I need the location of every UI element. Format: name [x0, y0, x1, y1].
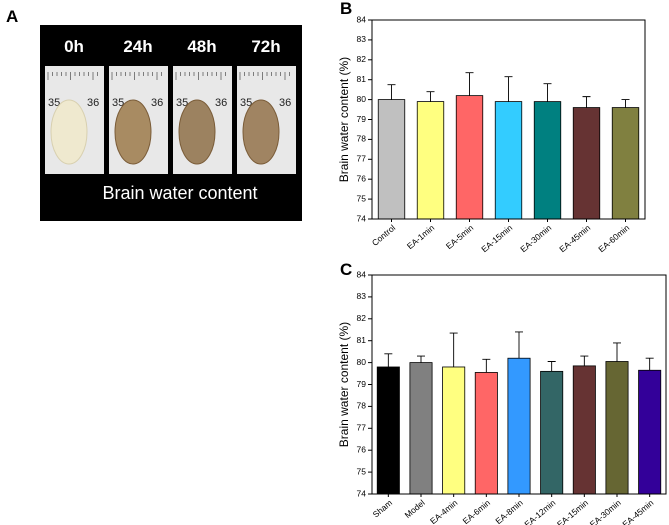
error-bar	[547, 361, 556, 372]
error-bar	[613, 342, 621, 362]
y-tick-label: 75	[357, 466, 367, 476]
brain-sample	[50, 99, 88, 165]
y-tick-label: 77	[357, 423, 367, 433]
y-tick-label: 78	[357, 134, 367, 144]
brain-sample	[242, 99, 280, 165]
x-tick-label: Model	[403, 498, 427, 521]
x-tick-label: EA-30min	[518, 222, 553, 254]
error-bar	[543, 83, 552, 102]
x-tick-label: EA-45min	[557, 222, 592, 254]
ruler-label: 36	[279, 97, 291, 109]
bar	[416, 101, 445, 220]
y-axis-label: Brain water content (%)	[337, 57, 351, 182]
plot-frame	[371, 19, 646, 220]
y-tick-label: 78	[357, 401, 367, 411]
error-bar	[426, 91, 435, 102]
y-axis-label: Brain water content (%)	[337, 322, 351, 447]
bar	[507, 357, 531, 495]
y-tick-label: 83	[357, 34, 367, 44]
ruler-label: 35	[48, 97, 60, 109]
x-tick-label: EA-5min	[444, 222, 476, 251]
error-bar	[645, 357, 654, 371]
bar	[533, 101, 562, 220]
x-tick-label: EA-15min	[479, 222, 514, 254]
y-tick-label: 79	[357, 379, 367, 389]
ruler-label: 36	[215, 97, 227, 109]
x-tick-label: Control	[370, 223, 398, 248]
ruler-label: 35	[112, 97, 124, 109]
error-bar	[417, 355, 425, 363]
x-tick-label: EA-6min	[461, 497, 493, 525]
x-tick-label: EA-1min	[405, 222, 437, 251]
error-bar	[515, 331, 523, 359]
error-bar	[621, 99, 630, 108]
x-tick-label: EA-30min	[588, 497, 623, 525]
x-tick-label: EA-4min	[428, 497, 460, 525]
time-label: 24h	[123, 37, 152, 56]
brain-sample	[114, 99, 152, 165]
bar	[494, 101, 523, 220]
panel-label: C	[340, 260, 352, 279]
y-tick-label: 82	[357, 313, 367, 323]
ruler-label: 35	[240, 97, 252, 109]
ruler-label: 36	[87, 97, 99, 109]
panel-label: A	[6, 7, 18, 26]
x-tick-label: EA-45min	[620, 497, 655, 525]
ruler-label: 35	[176, 97, 188, 109]
x-tick-label: EA-15min	[555, 497, 590, 525]
y-tick-label: 84	[357, 269, 367, 279]
error-bar	[482, 358, 491, 373]
bar	[474, 372, 498, 495]
error-bar	[384, 353, 393, 367]
error-bar	[580, 355, 589, 366]
panel-label: B	[340, 0, 352, 18]
y-tick-label: 80	[357, 357, 367, 367]
y-tick-label: 83	[357, 291, 367, 301]
bar	[605, 361, 629, 495]
x-tick-label: EA-12min	[522, 497, 557, 525]
y-tick-label: 80	[357, 94, 367, 104]
time-label: 48h	[187, 37, 216, 56]
error-bar	[387, 84, 396, 100]
x-tick-label: EA-60min	[596, 222, 631, 254]
bar	[638, 369, 662, 495]
error-bar	[504, 76, 513, 102]
error-bar	[465, 72, 474, 96]
time-label: 0h	[64, 37, 84, 56]
y-tick-label: 76	[357, 444, 367, 454]
y-tick-label: 81	[357, 74, 367, 84]
bar	[572, 365, 596, 495]
y-tick-label: 75	[357, 193, 367, 203]
time-label: 72h	[251, 37, 280, 56]
y-tick-label: 82	[357, 54, 367, 64]
y-tick-label: 77	[357, 154, 367, 164]
bar	[377, 99, 406, 220]
plot-frame	[371, 274, 667, 495]
error-bar	[582, 96, 591, 108]
x-tick-label: EA-8min	[493, 497, 525, 525]
y-tick-label: 74	[357, 213, 367, 223]
brain-sample	[178, 99, 216, 165]
y-tick-label: 84	[357, 14, 367, 24]
y-tick-label: 74	[357, 488, 367, 498]
bar	[455, 95, 484, 220]
y-tick-label: 76	[357, 173, 367, 183]
ruler-label: 36	[151, 97, 163, 109]
x-tick-label: Sham	[371, 498, 394, 520]
bar	[572, 107, 601, 220]
bar	[409, 362, 433, 495]
y-tick-label: 79	[357, 114, 367, 124]
bar	[540, 370, 564, 495]
photo-caption: Brain water content	[102, 183, 257, 203]
bar	[611, 107, 640, 220]
bar	[442, 366, 466, 495]
bar	[376, 366, 400, 495]
error-bar	[449, 332, 458, 367]
y-tick-label: 81	[357, 335, 367, 345]
